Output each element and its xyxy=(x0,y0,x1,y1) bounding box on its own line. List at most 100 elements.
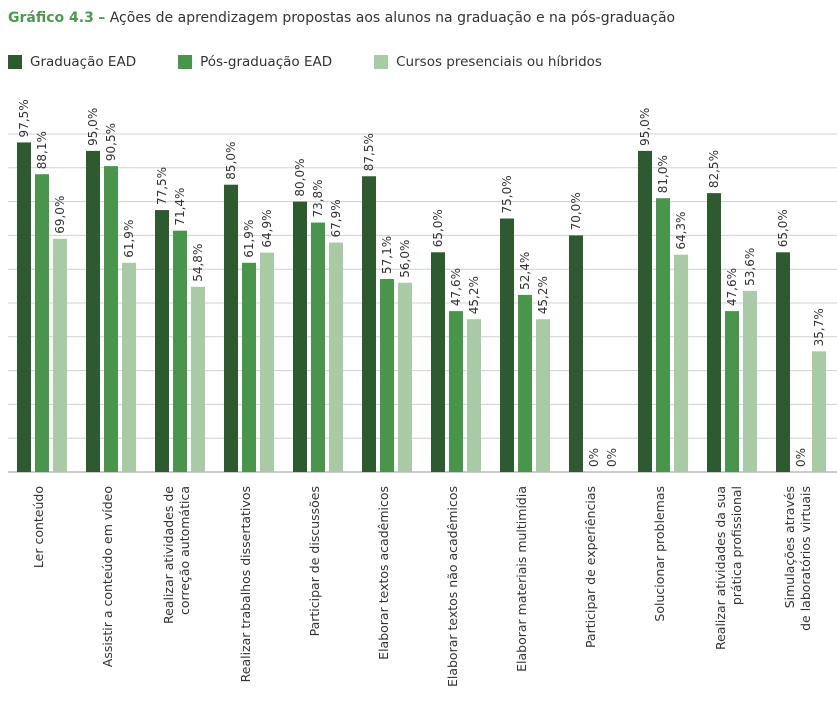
bar xyxy=(329,242,343,472)
data-label: 65,0% xyxy=(431,209,445,247)
bar xyxy=(467,319,481,472)
category-label-line: Elaborar textos acadêmicos xyxy=(376,486,391,660)
legend-item-graduacao-ead: Graduação EAD xyxy=(8,54,136,70)
data-label: 64,3% xyxy=(674,212,688,250)
category-label: Participar de experiências xyxy=(583,486,598,648)
data-label: 54,8% xyxy=(191,244,205,282)
category-label-line: Realizar trabalhos dissertativos xyxy=(238,486,253,682)
category-label-line: prática profissional xyxy=(729,486,744,605)
chart-title-text: Ações de aprendizagem propostas aos alun… xyxy=(109,10,676,26)
bar xyxy=(242,262,256,472)
data-label: 0% xyxy=(605,448,619,467)
bar xyxy=(260,252,274,472)
category-label-line: Assistir a conteúdo em vídeo xyxy=(100,486,115,667)
bar-chart: 97,5% 88,1% 69,0% Ler conteúdo 95,0% 90,5% 61,… xyxy=(8,99,837,687)
bar xyxy=(17,142,31,472)
category-label: Elaborar materiais multimídia xyxy=(514,486,529,672)
legend-swatch-pos-graduacao-ead xyxy=(178,55,193,69)
data-label: 95,0% xyxy=(638,108,652,146)
category-label: Elaborar textos acadêmicos xyxy=(376,486,391,660)
bar xyxy=(122,262,136,472)
data-label: 64,9% xyxy=(260,210,274,248)
data-label: 56,0% xyxy=(398,240,412,278)
data-label: 0% xyxy=(794,448,808,467)
data-label: 47,6% xyxy=(449,268,463,306)
chart-title-label: Gráfico 4.3 xyxy=(8,10,94,26)
bar xyxy=(380,279,394,472)
category-label-line: correção automática xyxy=(177,486,192,615)
category-label: Solucionar problemas xyxy=(652,486,667,622)
bar xyxy=(35,174,49,473)
category-label-line: de laboratórios virtuais xyxy=(798,486,813,631)
category-label: Assistir a conteúdo em vídeo xyxy=(100,486,115,667)
category-label: Simulações atravésde laboratórios virtua… xyxy=(782,486,813,631)
legend-item-pos-graduacao-ead: Pós-graduação EAD xyxy=(178,54,332,70)
data-label: 35,7% xyxy=(812,308,826,346)
data-label: 97,5% xyxy=(17,99,31,137)
bar xyxy=(362,176,376,472)
data-label: 45,2% xyxy=(536,276,550,314)
data-label: 52,4% xyxy=(518,252,532,290)
data-label: 47,6% xyxy=(725,268,739,306)
data-label: 73,8% xyxy=(311,179,325,217)
bar xyxy=(776,252,790,472)
bar xyxy=(224,184,238,472)
data-label: 75,0% xyxy=(500,175,514,213)
bar xyxy=(53,238,67,472)
legend: Graduação EAD Pós-graduação EAD Cursos p… xyxy=(8,54,644,70)
category-label-line: Elaborar materiais multimídia xyxy=(514,486,529,672)
bar xyxy=(155,210,169,473)
data-label: 90,5% xyxy=(104,123,118,161)
bar xyxy=(311,222,325,472)
legend-swatch-presenciais-hibridos xyxy=(374,55,389,69)
bar xyxy=(398,282,412,472)
category-label: Realizar atividades decorreção automátic… xyxy=(161,486,192,624)
category-label: Participar de discussões xyxy=(307,486,322,636)
bar xyxy=(86,150,100,472)
data-label: 95,0% xyxy=(86,108,100,146)
data-label: 87,5% xyxy=(362,133,376,171)
bar xyxy=(104,166,118,473)
data-label: 85,0% xyxy=(224,142,238,180)
category-label-line: Participar de experiências xyxy=(583,486,598,648)
bar xyxy=(725,311,739,472)
category-label-line: Realizar atividades de xyxy=(161,486,176,624)
category-label-line: Participar de discussões xyxy=(307,486,322,636)
bar xyxy=(707,193,721,472)
bar xyxy=(449,311,463,472)
category-label-line: Simulações através xyxy=(782,486,797,608)
category-label-line: Elaborar textos não acadêmicos xyxy=(445,486,460,687)
bar xyxy=(518,294,532,472)
data-label: 61,9% xyxy=(122,220,136,258)
data-label: 61,9% xyxy=(242,220,256,258)
bar xyxy=(536,319,550,472)
legend-label-graduacao-ead: Graduação EAD xyxy=(30,54,137,70)
bar xyxy=(500,218,514,472)
legend-label-pos-graduacao-ead: Pós-graduação EAD xyxy=(200,54,333,70)
data-label: 82,5% xyxy=(707,150,721,188)
data-label: 77,5% xyxy=(155,167,169,205)
data-label: 80,0% xyxy=(293,158,307,196)
data-label: 69,0% xyxy=(53,196,67,234)
data-label: 57,1% xyxy=(380,236,394,274)
data-label: 0% xyxy=(587,448,601,467)
legend-swatch-graduacao-ead xyxy=(8,55,22,69)
category-label: Realizar atividades da suaprática profis… xyxy=(713,486,744,650)
bar xyxy=(569,235,583,472)
category-label: Elaborar textos não acadêmicos xyxy=(445,486,460,687)
bar xyxy=(743,290,757,472)
data-label: 71,4% xyxy=(173,188,187,226)
bar xyxy=(191,286,205,472)
data-label: 70,0% xyxy=(569,192,583,230)
data-label: 88,1% xyxy=(35,131,49,169)
legend-label-presenciais-hibridos: Cursos presenciais ou híbridos xyxy=(396,54,602,70)
category-label: Realizar trabalhos dissertativos xyxy=(238,486,253,682)
bar xyxy=(173,230,187,472)
bar xyxy=(674,254,688,472)
bar xyxy=(656,198,670,472)
category-label-line: Solucionar problemas xyxy=(652,486,667,622)
bar xyxy=(812,351,826,472)
data-label: 67,9% xyxy=(329,199,343,237)
bar xyxy=(638,150,652,472)
data-label: 53,6% xyxy=(743,248,757,286)
